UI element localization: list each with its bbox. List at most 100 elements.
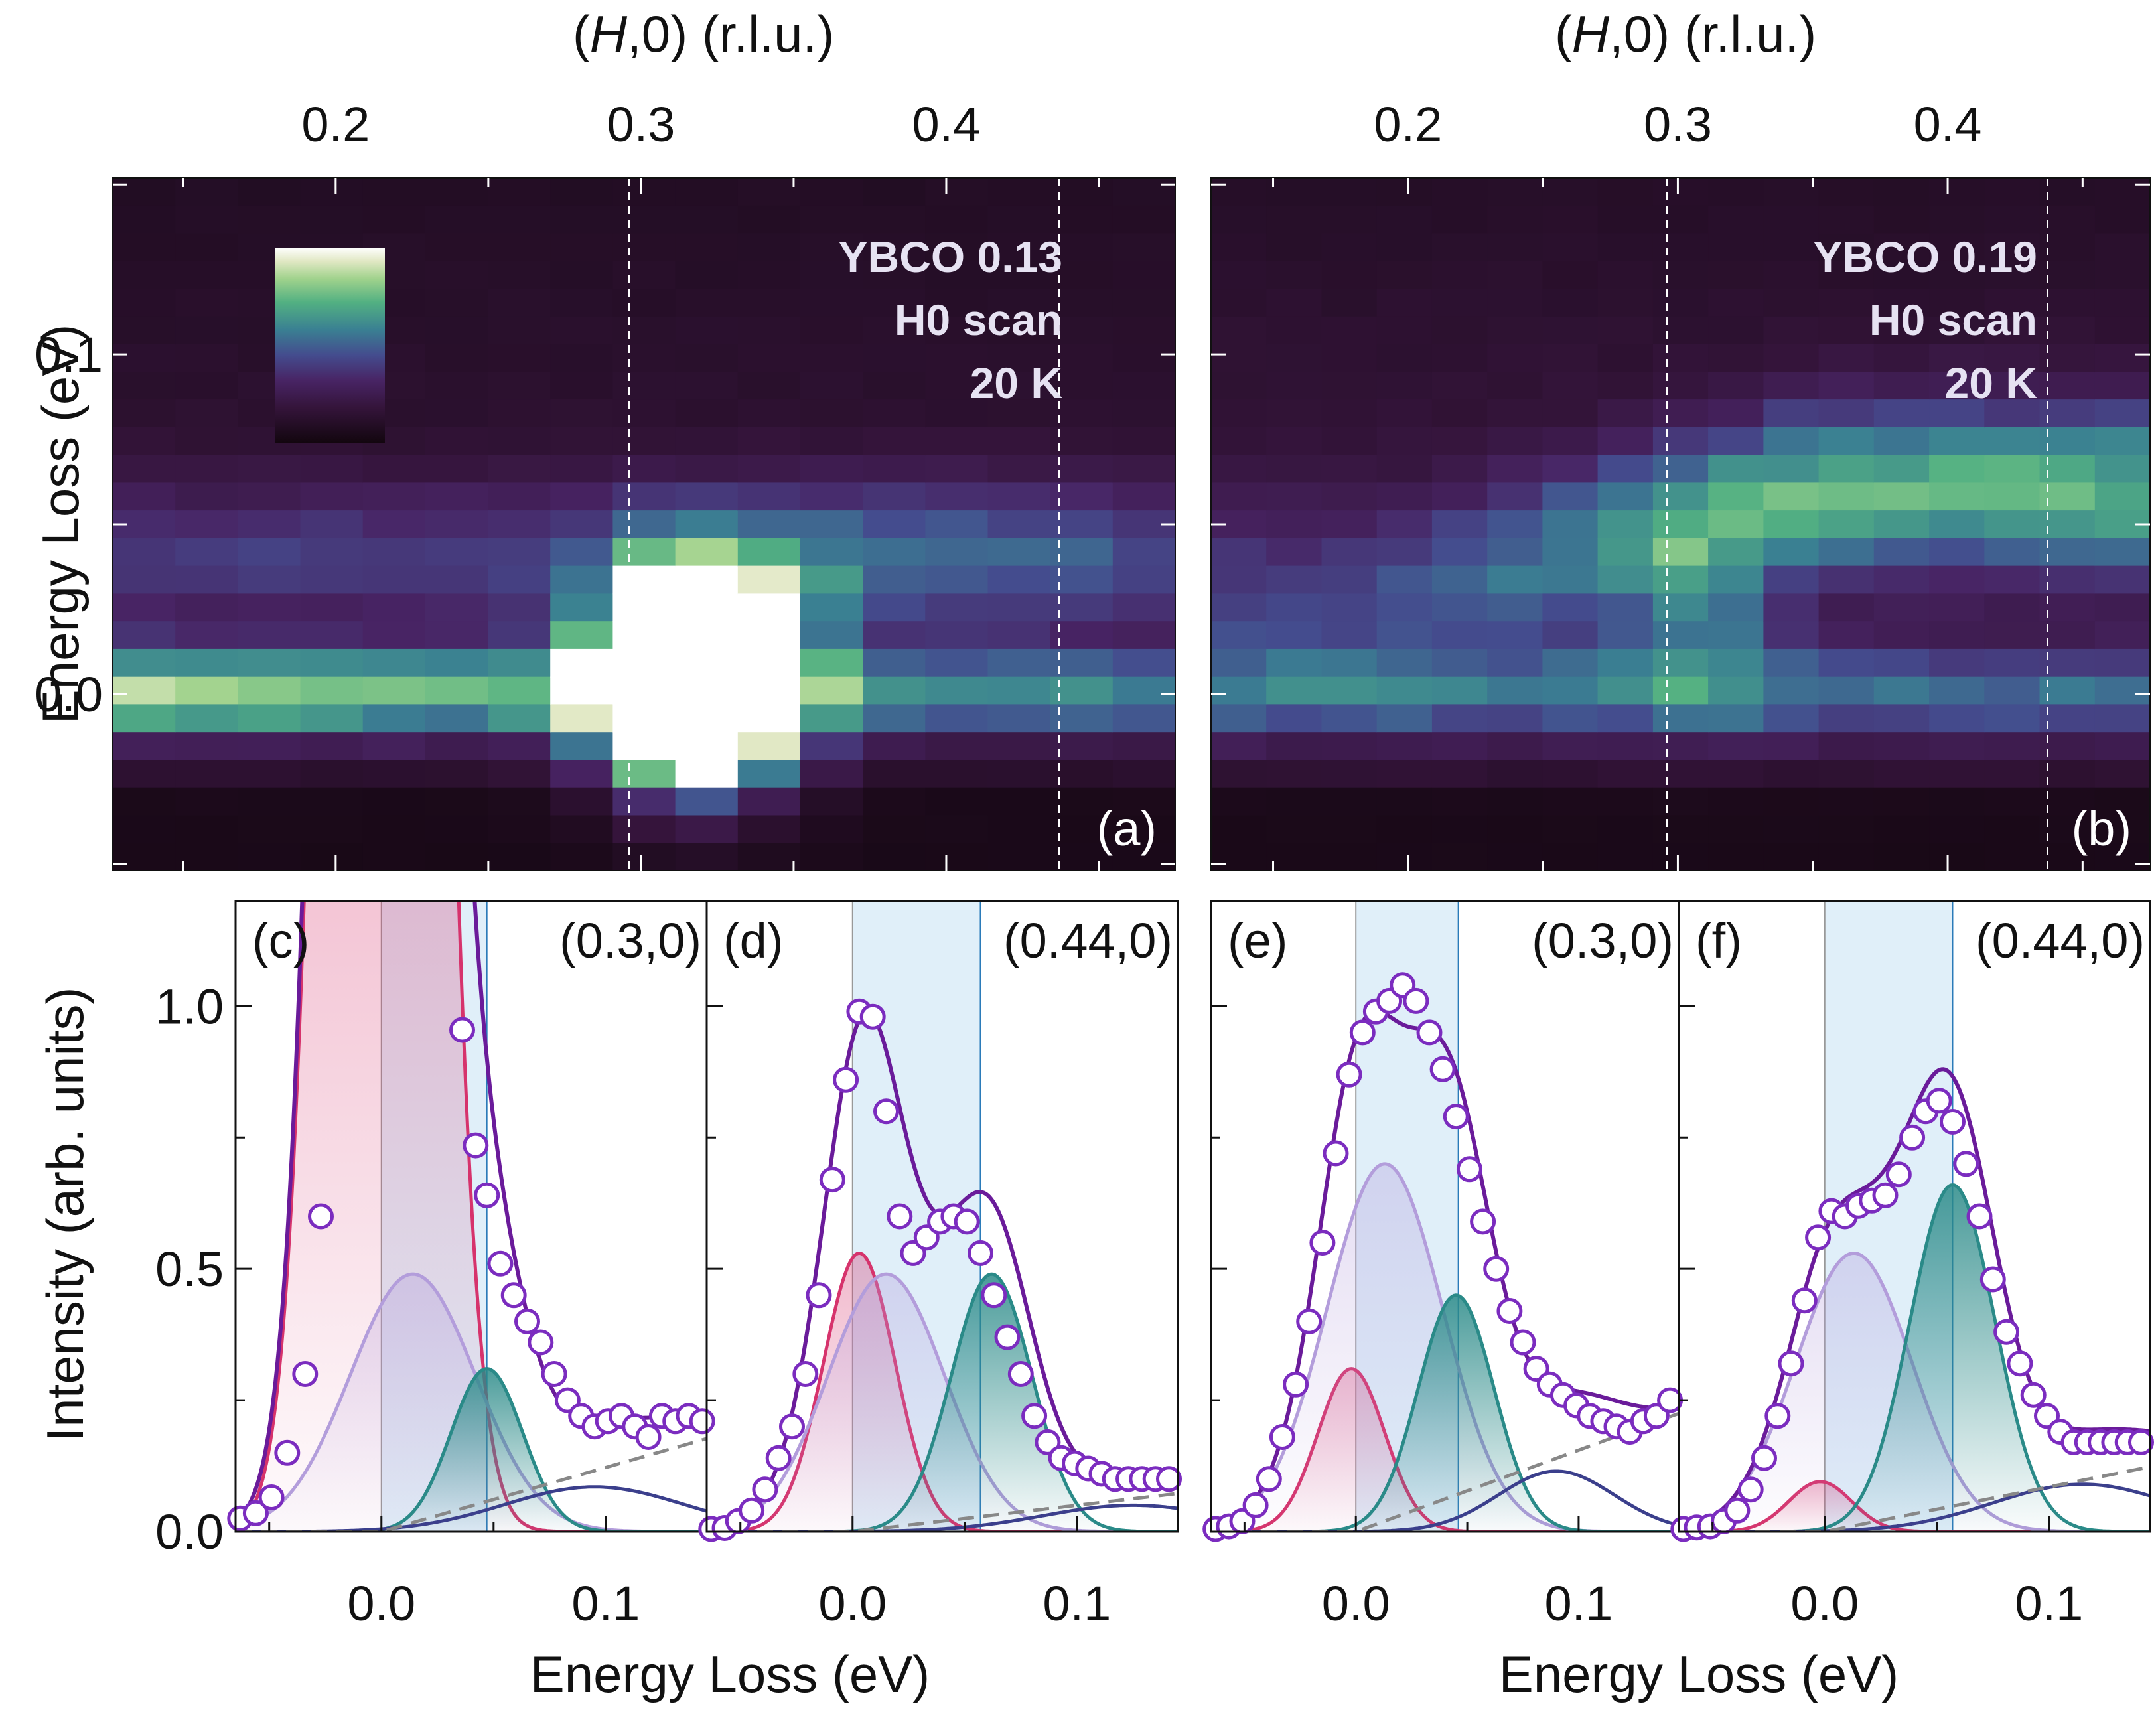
heatmap-pixel bbox=[1321, 732, 1378, 760]
heatmap-pixel bbox=[1542, 843, 1599, 871]
heatmap-pixel bbox=[1984, 261, 2041, 289]
heatmap-pixel bbox=[1818, 289, 1875, 317]
heatmap-pixel bbox=[1431, 538, 1488, 567]
heatmap-pixel bbox=[1652, 261, 1709, 289]
heatmap-pixel bbox=[1708, 233, 1764, 262]
heatmap-pixel bbox=[1597, 372, 1654, 400]
heatmap-pixel bbox=[488, 399, 551, 428]
heatmap-pixel bbox=[1431, 760, 1488, 788]
heatmap-pixel bbox=[113, 732, 176, 760]
heatmap-pixel bbox=[612, 621, 676, 650]
heatmap-pixel bbox=[612, 760, 676, 788]
heatmap-pixel bbox=[238, 676, 301, 705]
heatmap-pixel bbox=[550, 399, 614, 428]
data-point bbox=[1336, 1061, 1362, 1088]
heatmap-pixel bbox=[612, 676, 676, 705]
heatmap-pixel bbox=[1211, 676, 1267, 705]
heatmap-pixel bbox=[2039, 621, 2096, 650]
heatmap-pixel bbox=[1376, 621, 1433, 650]
heatmap-pixel bbox=[1376, 843, 1433, 871]
heatmap-pixel bbox=[1112, 787, 1176, 816]
heatmap-pixel bbox=[987, 178, 1051, 206]
heatmap-pixel bbox=[1050, 289, 1114, 317]
heatmap-pixel bbox=[987, 538, 1051, 567]
heatmap-pixel bbox=[800, 205, 863, 234]
heatmap-pixel bbox=[1984, 565, 2041, 595]
heatmap-pixel bbox=[675, 510, 739, 539]
heatmap-pixel bbox=[1984, 427, 2041, 456]
heatmap-pixel bbox=[175, 704, 239, 733]
heatmap-pixel bbox=[1542, 289, 1599, 317]
heatmap-pixel bbox=[1376, 289, 1433, 317]
heatmap-pixel bbox=[925, 732, 989, 760]
heatmap-pixel bbox=[612, 455, 676, 484]
heatmap-pixel bbox=[1873, 621, 1930, 650]
heatmap-pixel bbox=[300, 621, 364, 650]
heatmap-pixel bbox=[362, 538, 426, 567]
data-point bbox=[1885, 1161, 1912, 1188]
heatmap-pixel bbox=[113, 676, 176, 705]
bottom-axis-label-right: Energy Loss (eV) bbox=[1499, 1645, 1899, 1703]
heatmap-pixel bbox=[925, 815, 989, 844]
heatmap-annotation: H0 scan bbox=[895, 295, 1062, 344]
heatmap-pixel bbox=[425, 455, 488, 484]
heatmap-pixel bbox=[737, 316, 801, 345]
heatmap-pixel bbox=[1431, 648, 1488, 678]
heatmap-pixel bbox=[425, 510, 488, 539]
heatmap-pixel bbox=[1929, 760, 1985, 788]
data-point bbox=[1470, 1208, 1496, 1235]
heatmap-pixel bbox=[612, 787, 676, 816]
heatmap-pixel bbox=[1708, 843, 1764, 871]
heatmap-pixel bbox=[1487, 205, 1544, 234]
heatmap-pixel bbox=[1542, 815, 1599, 844]
heatmap-pixel bbox=[612, 704, 676, 733]
heatmap-pixel bbox=[1211, 399, 1267, 428]
heatmap-pixel bbox=[737, 621, 801, 650]
heatmap-pixel bbox=[1873, 843, 1930, 871]
heatmap-pixel bbox=[1542, 760, 1599, 788]
heatmap-pixel bbox=[1873, 261, 1930, 289]
heatmap-pixel bbox=[1873, 565, 1930, 595]
heatmap-pixel bbox=[238, 593, 301, 622]
heatmap-pixel bbox=[675, 316, 739, 345]
heatmap-pixel bbox=[1376, 565, 1433, 595]
heatmap-pixel bbox=[987, 704, 1051, 733]
heatmap-pixel bbox=[2094, 427, 2151, 456]
heatmap-pixel bbox=[1652, 704, 1709, 733]
heatmap-pixel bbox=[675, 538, 739, 567]
heatmap-pixel bbox=[175, 455, 239, 484]
spectrum-x-tick-label: 0.0 bbox=[1322, 1576, 1390, 1631]
heatmap-pixel bbox=[1211, 787, 1267, 816]
data-point bbox=[1764, 1403, 1791, 1429]
component-fill-phonon_peak bbox=[1211, 1295, 1679, 1532]
data-point bbox=[487, 1250, 514, 1277]
data-point bbox=[806, 1282, 832, 1309]
heatmap-pixel bbox=[863, 482, 926, 511]
heatmap-pixel bbox=[1211, 261, 1267, 289]
heatmap-pixel bbox=[737, 482, 801, 511]
heatmap-pixel bbox=[2039, 399, 2096, 428]
heatmap-pixel bbox=[175, 648, 239, 678]
heatmap-pixel bbox=[1266, 399, 1323, 428]
heatmap-pixel bbox=[550, 372, 614, 400]
heatmap-pixel bbox=[1050, 427, 1114, 456]
heatmap-pixel bbox=[800, 455, 863, 484]
heatmap-pixel bbox=[1266, 178, 1323, 206]
heatmap-pixel bbox=[800, 233, 863, 262]
heatmap-pixel bbox=[863, 233, 926, 262]
heatmap-pixel bbox=[1652, 427, 1709, 456]
heatmap-pixel bbox=[800, 704, 863, 733]
spectrum-q-label: (0.3,0) bbox=[559, 913, 701, 968]
data-point bbox=[308, 1203, 334, 1230]
heatmap-pixel bbox=[1818, 621, 1875, 650]
heatmap-pixel bbox=[113, 704, 176, 733]
heatmap-pixel bbox=[1266, 565, 1323, 595]
heatmap-pixel bbox=[1050, 455, 1114, 484]
heatmap-pixel bbox=[362, 178, 426, 206]
heatmap-pixel bbox=[425, 787, 488, 816]
heatmap-pixel bbox=[1597, 510, 1654, 539]
heatmap-pixel bbox=[113, 565, 176, 595]
heatmap-pixel bbox=[1652, 732, 1709, 760]
heatmap-pixel bbox=[1984, 316, 2041, 345]
